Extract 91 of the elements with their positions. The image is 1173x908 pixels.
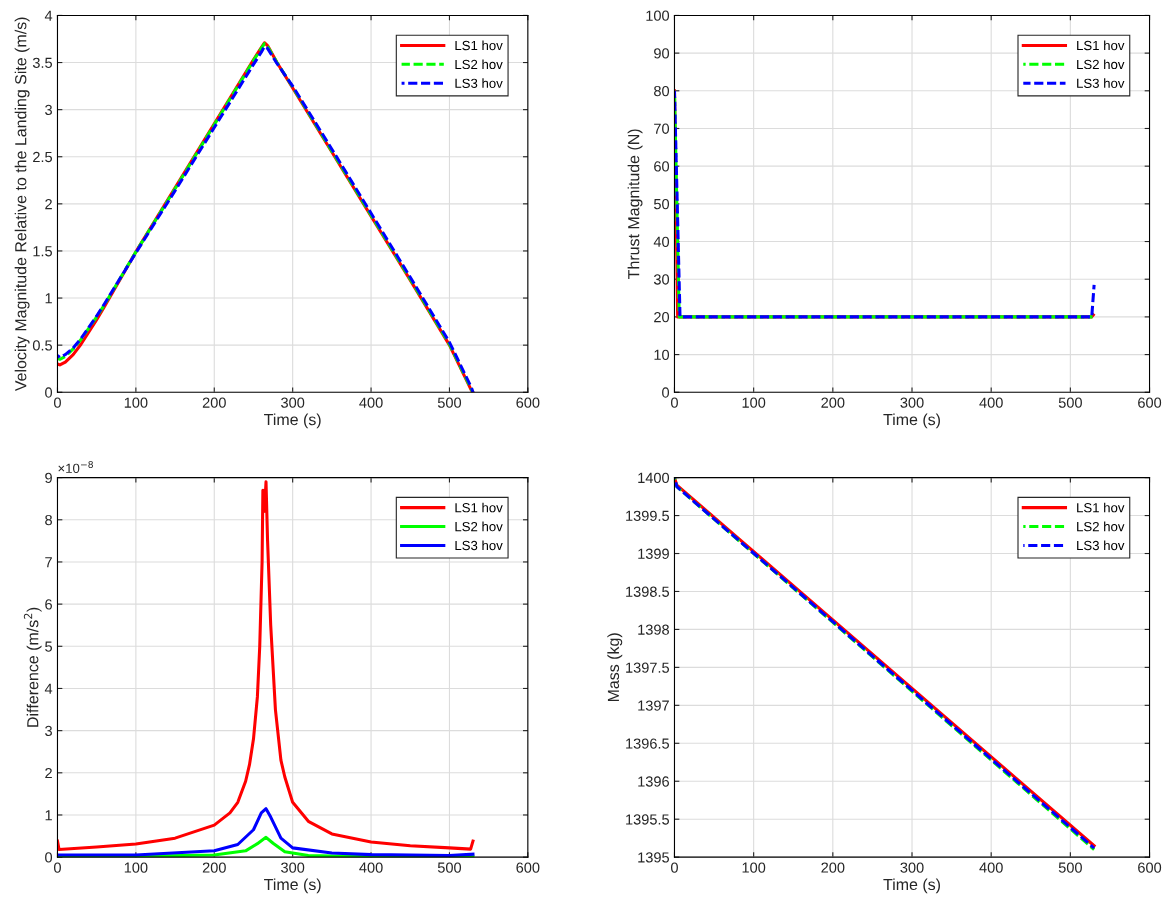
y-tick-label: 10 [654, 349, 670, 360]
legend-label: LS3 hov [1077, 540, 1125, 551]
y-tick-label: 5 [45, 641, 53, 652]
x-tick-label: 300 [900, 862, 924, 873]
y-tick-label: 4 [44, 10, 53, 21]
y-tick-label: 70 [654, 123, 670, 134]
x-tick-label: 300 [281, 397, 305, 408]
y-tick-label: 3 [45, 725, 52, 737]
y-tick-label: 2 [45, 767, 52, 779]
x-tick-label: 600 [516, 862, 540, 873]
x-tick-label: 400 [359, 862, 383, 873]
x-tick-label: 500 [1058, 397, 1082, 408]
y-tick-label: 1400 [638, 472, 670, 484]
y-tick-label: 30 [653, 274, 670, 285]
legend-label: LS2 hov [1077, 59, 1125, 70]
x-tick-label: 100 [124, 862, 148, 873]
y-tick-label: 60 [654, 161, 670, 172]
y-tick-label: 50 [653, 198, 670, 210]
x-tick-label: 0 [670, 862, 678, 873]
y-tick-label: 1395 [638, 852, 670, 863]
legend-label: LS2 hov [455, 59, 503, 70]
legend-label: LS2 hov [1077, 521, 1125, 532]
y-tick-label: 8 [45, 514, 52, 526]
x-tick-label: 600 [1138, 862, 1162, 873]
x-tick-label: 0 [53, 862, 61, 873]
x-axis-title: Time (s) [264, 878, 321, 894]
y-tick-label: 1396.5 [626, 738, 670, 749]
y-tick-label: 1 [45, 810, 52, 821]
x-tick-label: 300 [281, 862, 305, 873]
y-axis-title: Velocity Magnitude Relative to the Landing Site (m/s) [14, 17, 30, 392]
y-tick-label: 1395.5 [626, 814, 670, 825]
x-tick-label: 500 [437, 397, 462, 408]
y-tick-label: 100 [646, 10, 670, 21]
y-tick-label: 1.5 [33, 246, 53, 257]
x-tick-label: 100 [742, 397, 766, 408]
x-tick-label: 0 [670, 397, 678, 408]
x-tick-label: 200 [821, 862, 845, 873]
y-axis-title: Thrust Magnitude (N) [627, 129, 643, 279]
x-tick-label: 500 [437, 862, 462, 873]
y-tick-label: 7 [45, 557, 52, 568]
y-tick-label: 6 [45, 599, 52, 610]
y-tick-label: 1 [45, 293, 52, 304]
y-tick-label: 9 [45, 472, 52, 484]
x-tick-label: 200 [202, 862, 226, 873]
y-tick-label: 1397 [638, 700, 669, 711]
y-tick-label: 0 [662, 387, 670, 398]
x-axis-title: Time (s) [264, 413, 321, 429]
x-tick-label: 100 [742, 862, 766, 873]
x-tick-label: 400 [359, 397, 383, 408]
y-axis-title: Mass (kg) [607, 633, 623, 702]
x-tick-label: 300 [900, 397, 924, 408]
y-tick-label: 90 [654, 48, 670, 59]
legend-label: LS3 hov [455, 540, 503, 551]
y-tick-label: 1396 [638, 776, 669, 787]
x-tick-label: 500 [1058, 862, 1082, 873]
legend-label: LS1 hov [1077, 40, 1125, 51]
y-tick-label: 0.5 [32, 340, 53, 351]
legend-label: LS1 hov [455, 502, 503, 513]
legend-label: LS2 hov [455, 521, 503, 532]
x-tick-label: 600 [1138, 397, 1162, 408]
y-tick-label: 20 [654, 311, 670, 323]
legend-label: LS3 hov [455, 78, 503, 88]
y-tick-label: 2 [45, 198, 52, 210]
text: ×10$^{−8}$ [58, 460, 93, 473]
y-tick-label: 0 [45, 852, 53, 863]
legend-label: LS3 hov [1077, 78, 1125, 88]
x-axis-title: Time (s) [883, 413, 940, 429]
y-tick-label: 1399.5 [626, 510, 670, 521]
y-tick-label: 3 [45, 104, 52, 116]
line-series [57, 807, 475, 857]
y-tick-label: 4 [44, 683, 53, 694]
x-tick-label: 100 [124, 397, 148, 408]
y-tick-label: 3.5 [32, 57, 53, 68]
x-tick-label: 400 [979, 397, 1003, 408]
x-tick-label: 600 [516, 397, 540, 408]
x-axis-title: Time (s) [883, 878, 940, 894]
x-tick-label: 0 [53, 397, 61, 408]
y-tick-label: 1398 [638, 624, 669, 635]
y-tick-label: 1398.5 [626, 586, 670, 597]
y-tick-label: 1399 [638, 548, 669, 559]
y-tick-label: 1397.5 [626, 662, 670, 673]
x-tick-label: 200 [821, 397, 845, 408]
x-tick-label: 400 [979, 862, 1003, 873]
y-tick-label: 2.5 [33, 151, 53, 163]
legend-label: LS1 hov [1077, 502, 1125, 513]
y-axis-title: Difference (m/s$^{2}$) [23, 607, 42, 727]
x-tick-label: 200 [202, 397, 226, 408]
legend-label: LS1 hov [455, 40, 503, 51]
y-tick-label: 80 [654, 85, 670, 97]
y-tick-label: 0 [45, 387, 53, 398]
y-tick-label: 40 [653, 236, 670, 247]
